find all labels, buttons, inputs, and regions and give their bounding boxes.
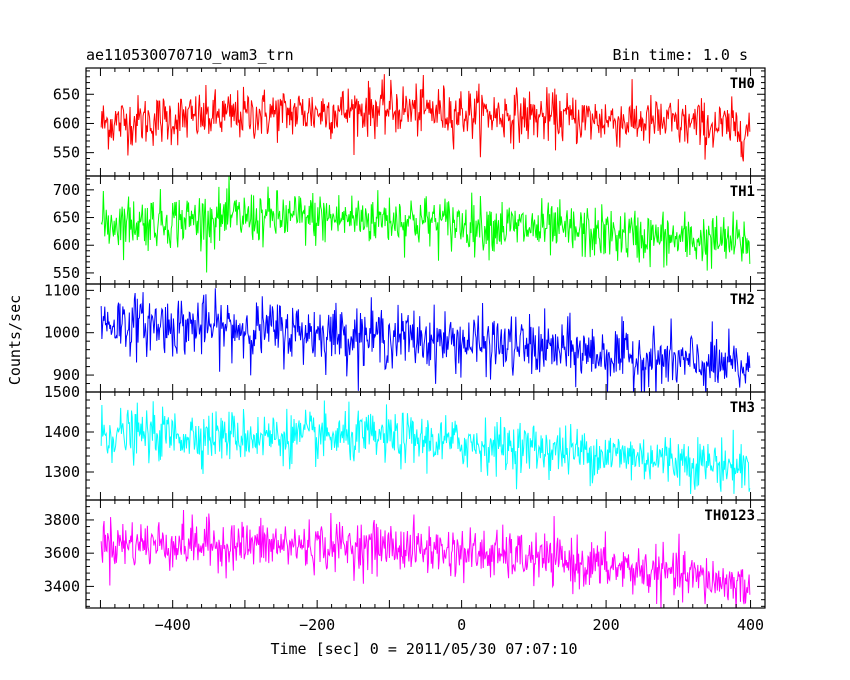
series-line-th3: [100, 400, 751, 495]
panel-frame-th3: [85, 391, 766, 501]
panel-frame-th0123: [85, 499, 766, 609]
x-tick-label: 400: [737, 616, 764, 634]
panel-label-th1: TH1: [730, 184, 755, 200]
panel-frame-th2: [85, 283, 766, 393]
y-tick-label-th1: 650: [53, 209, 80, 227]
panel-th1: 550 600 650 700 TH1: [53, 175, 766, 285]
y-tick-label-th3: 1400: [44, 423, 80, 441]
y-tick-label-th0: 550: [53, 144, 80, 162]
x-tick-label: 0: [457, 616, 466, 634]
chart-header-left: ae110530070710_wam3_trn: [86, 46, 294, 64]
y-tick-label-th0123: 3400: [44, 577, 80, 595]
series-line-th0123: [100, 510, 751, 608]
x-tick-label: −400: [155, 616, 191, 634]
y-tick-label-th2: 1000: [44, 324, 80, 342]
y-tick-label-th0123: 3600: [44, 544, 80, 562]
panel-label-th0: TH0: [730, 76, 755, 92]
y-tick-label-th1: 600: [53, 236, 80, 254]
panels-group: 550 600 650 TH0 550 600 650 700 TH1 900 1000 1100 TH…: [44, 67, 766, 609]
y-tick-label-th3: 1300: [44, 463, 80, 481]
panel-th2: 900 1000 1100 TH2: [44, 281, 766, 393]
x-tick-label: −200: [299, 616, 335, 634]
y-tick-label-th0123: 3800: [44, 511, 80, 529]
series-line-th1: [100, 176, 751, 273]
y-tick-label-th0: 600: [53, 114, 80, 132]
panel-label-th2: TH2: [730, 292, 755, 308]
panel-label-th0123: TH0123: [704, 508, 755, 524]
x-axis-label: Time [sec] 0 = 2011/05/30 07:07:10: [270, 640, 577, 658]
y-tick-label-th3: 1500: [44, 383, 80, 401]
y-tick-label-th2: 1100: [44, 281, 80, 299]
y-tick-label-th1: 700: [53, 181, 80, 199]
y-tick-label-th2: 900: [53, 366, 80, 384]
y-axis-label: Counts/sec: [6, 295, 24, 385]
series-line-th2: [100, 288, 751, 392]
panel-th0123: 3400 3600 3800 TH0123: [44, 499, 766, 609]
y-tick-label-th0: 650: [53, 85, 80, 103]
x-tick-label: 200: [593, 616, 620, 634]
y-tick-label-th1: 550: [53, 264, 80, 282]
panel-th3: 1300 1400 1500 TH3: [44, 383, 766, 501]
panel-th0: 550 600 650 TH0: [53, 67, 766, 177]
series-line-th0: [100, 74, 751, 162]
x-axis: −400 −200 0 200 400: [155, 616, 764, 634]
panel-label-th3: TH3: [730, 400, 755, 416]
chart-header-right: Bin time: 1.0 s: [613, 46, 748, 64]
